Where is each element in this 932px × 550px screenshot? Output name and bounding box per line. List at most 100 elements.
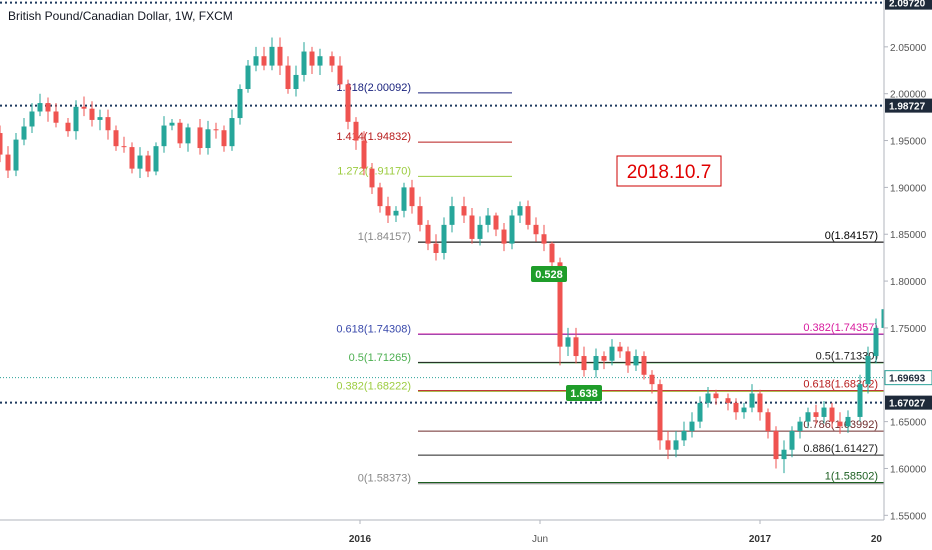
x-tick-label: 2017 xyxy=(749,534,772,545)
candle-body xyxy=(865,356,871,385)
candle-body xyxy=(705,393,711,403)
candle-body xyxy=(425,224,431,244)
candle-body xyxy=(573,337,579,357)
candle-body xyxy=(169,122,175,126)
candle-body xyxy=(417,206,423,225)
price-tag-label: 1.69693 xyxy=(889,374,926,385)
candle-body xyxy=(369,168,375,188)
fib-extension-label: 0(1.58373) xyxy=(358,473,411,485)
candle-body xyxy=(565,337,571,347)
candle-body xyxy=(673,440,679,450)
candle-body xyxy=(557,262,563,347)
candle-body xyxy=(733,402,739,413)
candle-body xyxy=(493,215,499,230)
candle-body xyxy=(449,206,455,225)
fib-retracement-label: 0(1.84157) xyxy=(825,230,878,242)
candle-body xyxy=(665,440,671,450)
candle-body xyxy=(301,51,307,75)
candle-body xyxy=(317,56,323,66)
pattern-ratio-badge xyxy=(566,385,602,401)
x-tick-label: Jun xyxy=(532,534,548,545)
price-tag-label: 1.67027 xyxy=(889,399,926,410)
candle-body xyxy=(517,206,523,216)
candle-body xyxy=(789,430,795,450)
candle-body xyxy=(689,421,695,431)
price-tag-box xyxy=(885,98,932,113)
y-tick-label: 1.95000 xyxy=(890,137,927,148)
y-tick-label: 2.05000 xyxy=(890,43,927,54)
candle-body xyxy=(873,327,879,357)
candle-body xyxy=(857,384,863,417)
candle-body xyxy=(81,106,87,109)
price-axis-panel xyxy=(884,0,932,550)
x-tick-label: 2016 xyxy=(349,534,372,545)
candle-body xyxy=(697,402,703,422)
candle-body xyxy=(433,243,439,253)
candle-body xyxy=(361,140,367,169)
pattern-ratio-label: 0.528 xyxy=(535,269,563,281)
candle-body xyxy=(713,393,719,399)
candle-body xyxy=(609,346,615,361)
candle-body xyxy=(129,147,135,169)
candle-body xyxy=(309,51,315,66)
fib-extension-label: 0.618(1.74308) xyxy=(336,323,411,335)
candle-body xyxy=(725,398,731,403)
candle-body xyxy=(765,412,771,431)
candle-body xyxy=(213,129,219,131)
candle-body xyxy=(625,351,631,366)
candles-layer xyxy=(0,37,932,474)
price-tag-box xyxy=(885,0,932,10)
candle-body xyxy=(245,65,251,90)
candle-body xyxy=(633,356,639,366)
pattern-ratio-badge xyxy=(531,266,567,282)
candle-body xyxy=(89,108,95,120)
candle-body xyxy=(461,206,467,216)
candle-body xyxy=(269,46,275,66)
candle-body xyxy=(277,46,283,66)
candle-body xyxy=(113,130,119,147)
price-tag-box xyxy=(885,395,932,410)
candle-body xyxy=(137,155,143,169)
candle-body xyxy=(845,416,851,427)
candle-body xyxy=(581,356,587,371)
candle-body xyxy=(549,243,555,263)
candle-body xyxy=(197,127,203,149)
y-tick-label: 1.85000 xyxy=(890,230,927,241)
candle-body xyxy=(441,224,447,253)
candle-body xyxy=(229,118,235,147)
candle-body xyxy=(385,206,391,216)
y-tick-label: 1.75000 xyxy=(890,324,927,335)
y-tick-label: 1.60000 xyxy=(890,464,927,475)
candle-body xyxy=(657,384,663,441)
date-annotation-text: 2018.10.7 xyxy=(627,162,712,183)
fibonacci-layer: 1.618(2.00092)1.414(1.94832)1.272(1.9117… xyxy=(336,82,884,485)
candle-body xyxy=(469,215,475,239)
candle-body xyxy=(153,146,159,172)
candle-body xyxy=(541,234,547,244)
y-tick-label: 2.00000 xyxy=(890,90,927,101)
candle-body xyxy=(649,374,655,385)
candle-body xyxy=(477,224,483,239)
candle-body xyxy=(601,356,607,361)
y-tick-label: 1.80000 xyxy=(890,277,927,288)
candle-body xyxy=(353,121,359,141)
candle-body xyxy=(345,84,351,122)
pattern-ratio-label: 1.638 xyxy=(570,388,598,400)
fib-retracement-label: 1(1.58502) xyxy=(825,471,878,483)
candle-body xyxy=(805,412,811,422)
date-annotation: 2018.10.7 xyxy=(616,155,722,187)
candle-body xyxy=(837,421,843,427)
y-tick-label: 1.90000 xyxy=(890,183,927,194)
candle-body xyxy=(329,56,335,66)
candle-body xyxy=(377,187,383,207)
candle-body xyxy=(221,130,227,147)
y-tick-label: 1.55000 xyxy=(890,511,927,522)
candle-body xyxy=(485,215,491,225)
candle-body xyxy=(237,89,243,119)
candle-body xyxy=(829,407,835,422)
candle-body xyxy=(97,117,103,120)
candle-body xyxy=(105,117,111,131)
